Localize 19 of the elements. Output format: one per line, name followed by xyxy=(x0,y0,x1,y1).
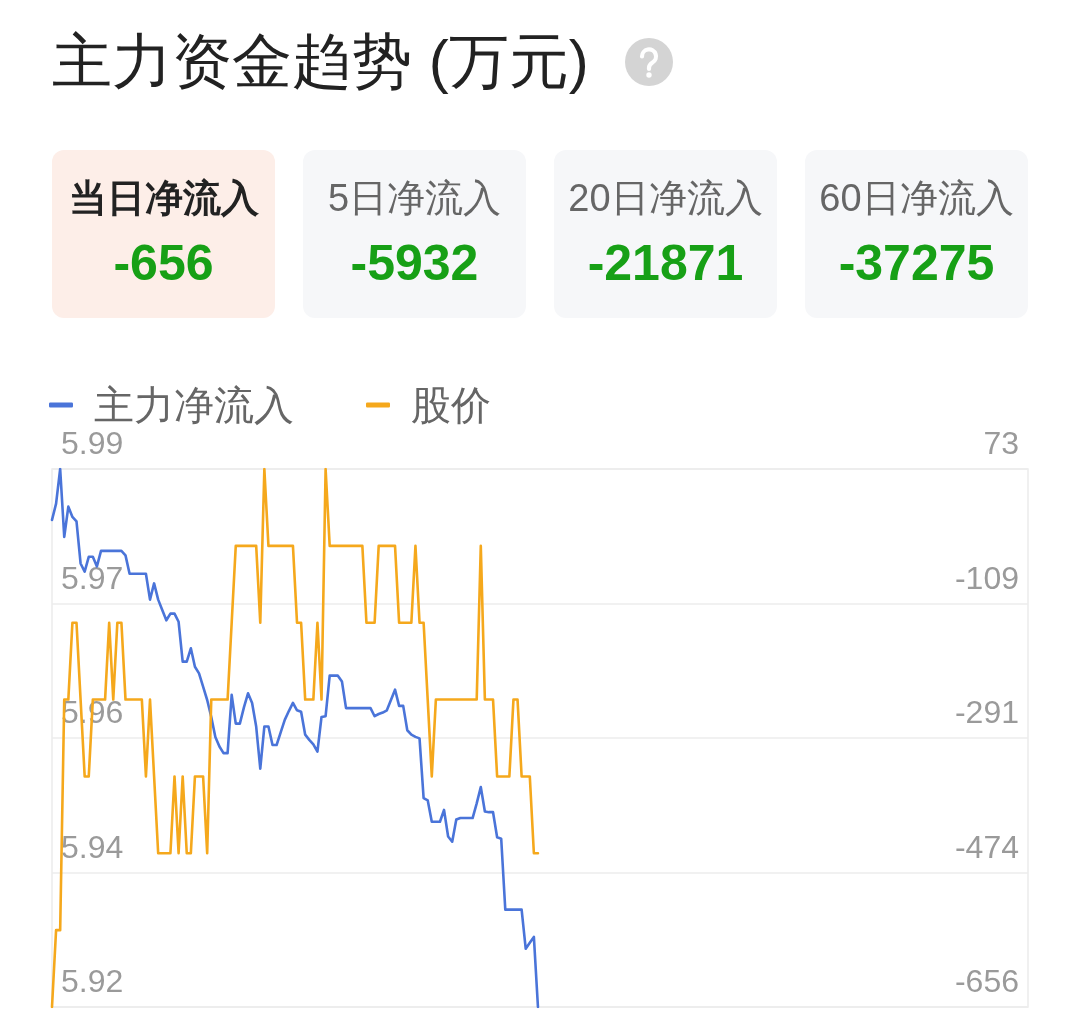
category-label: 60日净流入 xyxy=(819,176,1014,221)
y2-tick-label: -109 xyxy=(954,559,1019,596)
data-label: -21871 xyxy=(587,234,744,293)
y2-tick-label: -474 xyxy=(954,828,1019,865)
data-label: -5932 xyxy=(350,234,479,293)
category-label: 20日净流入 xyxy=(568,176,763,221)
data-label: -656 xyxy=(113,234,214,293)
y-tick-label: 5.99 xyxy=(61,425,124,461)
category-label: 当日净流入 xyxy=(68,176,259,221)
category-label: 5日净流入 xyxy=(327,176,502,221)
legend-label: 主力净流入 xyxy=(94,383,294,427)
legend-label: 股价 xyxy=(411,383,491,427)
y-tick-label: 5.97 xyxy=(61,559,124,596)
y-tick-label: 5.92 xyxy=(61,963,124,999)
y2-tick-label: -291 xyxy=(954,694,1019,730)
y2-tick-label: -656 xyxy=(954,963,1019,999)
y2-tick-label: 73 xyxy=(983,425,1019,461)
text: 主力资金趋势 (万元) xyxy=(52,27,589,97)
data-label: -37275 xyxy=(838,234,995,293)
